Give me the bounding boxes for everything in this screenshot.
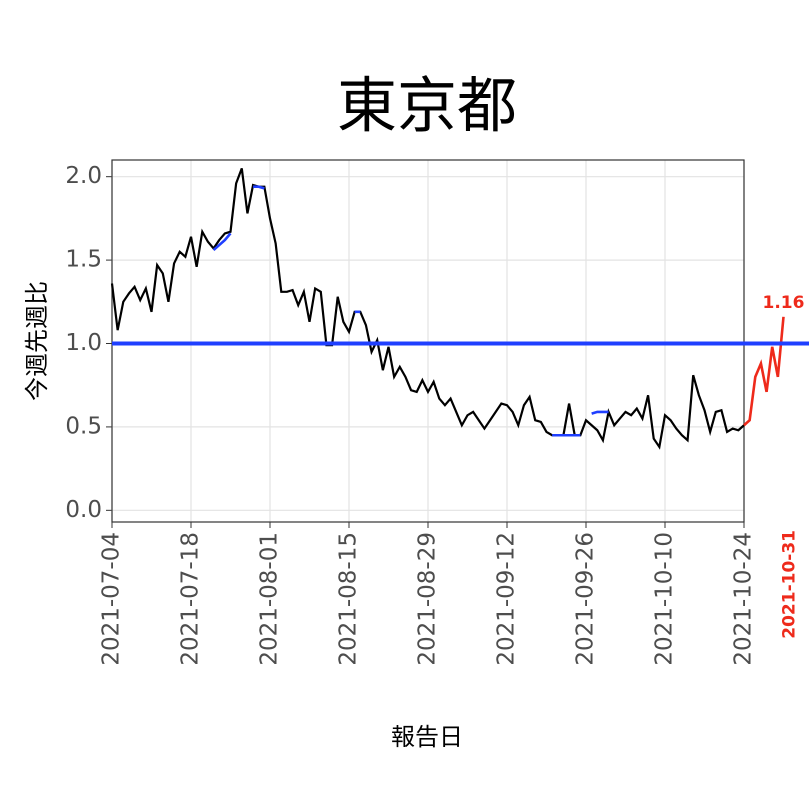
- x-tick-label: 2021-07-18: [178, 532, 204, 666]
- data-line: [110, 167, 745, 450]
- y-tick-label: 1.5: [65, 247, 102, 273]
- x-tick-label: 2021-07-04: [99, 532, 125, 666]
- y-tick-label: 1.0: [65, 330, 102, 356]
- x-tick-label: 2021-08-29: [415, 532, 441, 666]
- x-tick-label: 2021-10-24: [731, 532, 757, 666]
- data-line: [212, 232, 232, 252]
- plot-border: [111, 159, 745, 523]
- y-axis-label: 今週先週比: [23, 281, 51, 401]
- x-tick-label: 2021-09-12: [494, 532, 520, 666]
- y-tick-label: 2.0: [65, 163, 102, 189]
- data-line: [253, 185, 265, 190]
- date-annotation: 2021-10-31: [780, 530, 800, 639]
- data-line: [591, 410, 609, 415]
- x-tick-label: 2021-08-15: [336, 532, 362, 666]
- x-tick-label: 2021-10-10: [652, 532, 678, 666]
- x-axis-label: 報告日: [391, 723, 463, 751]
- x-tick-label: 2021-08-01: [257, 532, 283, 666]
- chart-title: 東京都: [337, 72, 517, 142]
- value-annotation: 1.16: [763, 293, 805, 313]
- data-line: [743, 316, 785, 427]
- y-tick-label: 0.0: [65, 497, 102, 523]
- x-tick-label: 2021-09-26: [573, 532, 599, 666]
- y-tick-label: 0.5: [65, 413, 102, 439]
